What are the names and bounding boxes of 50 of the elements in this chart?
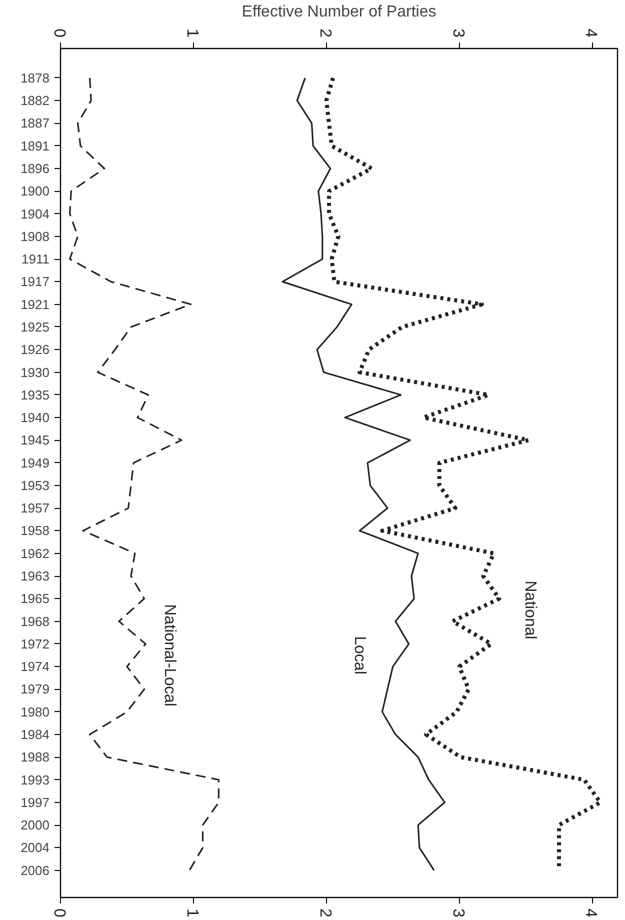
y-tick-label: 1980 [20, 704, 50, 720]
x2-tick-label: 2 [316, 28, 334, 38]
y-tick-label: 2006 [20, 862, 50, 878]
y-tick-label: 1887 [20, 116, 50, 131]
x-tick-label: 3 [449, 908, 466, 918]
y-tick-label: 1979 [20, 682, 50, 697]
y-tick-label: 1926 [20, 342, 50, 358]
y-tick-label: 1882 [20, 93, 50, 108]
x2-tick-label: 1 [183, 28, 200, 38]
y-tick-label: 1925 [20, 319, 50, 334]
x-tick-label: 1 [183, 908, 200, 918]
y-tick-label: 1904 [20, 206, 50, 222]
y-tick-label: 1963 [20, 568, 50, 584]
x2-tick-label: 4 [582, 28, 600, 38]
y-tick-label: 1984 [20, 726, 50, 742]
y-tick-label: 1953 [20, 478, 50, 493]
y-tick-label: 1968 [20, 614, 50, 629]
y-tick-label: 1962 [20, 546, 50, 561]
y-tick-label: 1940 [20, 410, 50, 426]
y-tick-label: 1972 [20, 636, 50, 652]
y-tick-label: 1993 [20, 772, 50, 788]
y-tick-label: 1917 [20, 274, 50, 290]
y-tick-label: 1930 [20, 364, 50, 380]
x2-tick-label: 0 [50, 28, 68, 38]
y-tick-label: 1896 [20, 160, 50, 176]
y-tick-label: 2004 [20, 840, 50, 856]
y-tick-label: 1921 [20, 296, 50, 312]
y-tick-label: 1957 [20, 500, 50, 516]
y-tick-label: 1958 [20, 523, 50, 538]
y-tick-label: 1900 [20, 184, 50, 199]
y-tick-label: 1878 [20, 70, 50, 86]
x2-axis-title: Effective Number of Parties [242, 4, 436, 21]
y-tick-label: 1911 [22, 252, 50, 267]
text: Local [351, 636, 368, 674]
x-tick-label: 0 [50, 908, 68, 918]
x2-tick-label: 3 [449, 28, 466, 38]
text: National [521, 580, 538, 640]
y-tick-label: 2000 [20, 818, 50, 833]
y-tick-label: 1935 [20, 387, 50, 402]
y-tick-label: 1974 [20, 659, 50, 674]
y-tick-label: 1891 [20, 138, 50, 154]
text: National-Local [161, 604, 178, 706]
y-tick-label: 1997 [20, 794, 50, 810]
x-tick-label: 2 [316, 908, 334, 918]
x-tick-label: 4 [582, 908, 600, 918]
y-tick-label: 1965 [20, 591, 50, 606]
y-tick-label: 1908 [20, 228, 50, 244]
y-tick-label: 1945 [20, 432, 50, 448]
y-tick-label: 1949 [20, 455, 50, 470]
y-tick-label: 1988 [20, 750, 50, 765]
